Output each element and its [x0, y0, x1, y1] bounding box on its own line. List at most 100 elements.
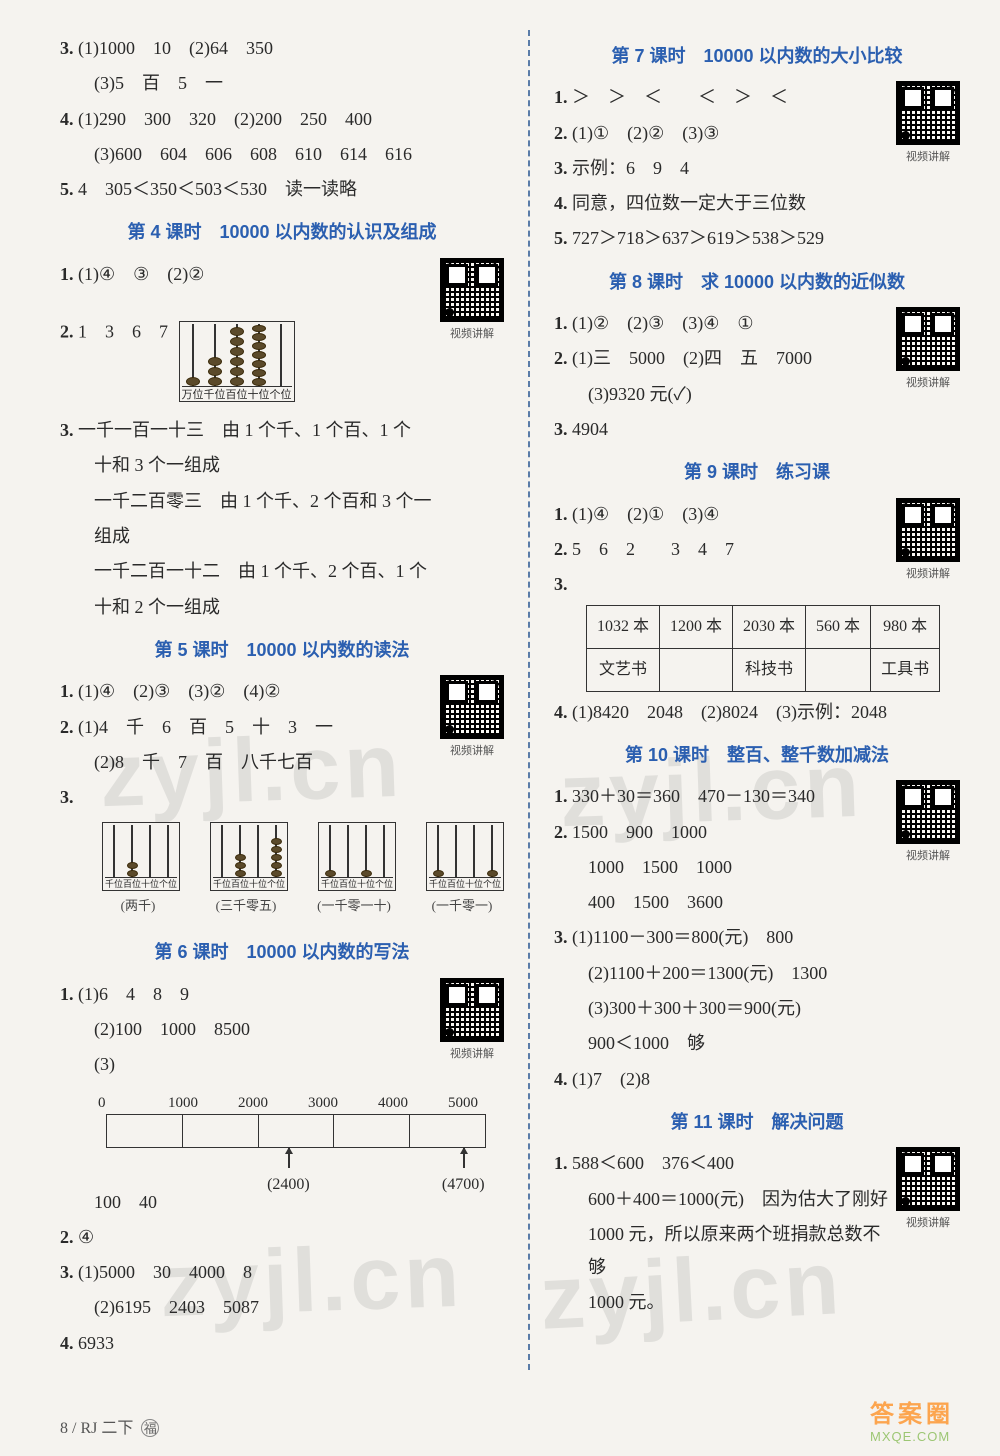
number-line-bar — [106, 1114, 486, 1148]
qr-code-icon — [896, 307, 960, 371]
qr-block: 视频讲解 — [896, 1147, 960, 1233]
answer-line: 3. — [60, 781, 504, 814]
answer-line: 十和 3 个一组成 — [60, 449, 504, 482]
answer-line: (2)1100＋200＝1300(元) 1300 — [554, 957, 960, 990]
q-number: 3. — [554, 574, 568, 594]
q-number: 1. — [60, 984, 74, 1004]
q-number: 4. — [554, 193, 568, 213]
qr-code-icon — [896, 81, 960, 145]
answer-line: (2)100 1000 8500 — [60, 1013, 504, 1046]
answer-text: 5 6 2 3 4 7 — [572, 539, 734, 559]
answer-text: 同意，四位数一定大于三位数 — [572, 193, 806, 213]
answer-text: (1)④ (2)③ (3)② (4)② — [78, 681, 281, 701]
answer-text: (1)5000 30 4000 8 — [78, 1262, 252, 1282]
answer-line: 400 1500 3600 — [554, 886, 960, 919]
q-number: 4. — [60, 1333, 74, 1353]
answer-line: 5. 727＞718＞637＞619＞538＞529 — [554, 222, 960, 255]
qr-label: 视频讲解 — [440, 741, 504, 761]
q-number: 4. — [60, 109, 74, 129]
lesson-8-title: 第 8 课时 求 10000 以内数的近似数 — [554, 266, 960, 299]
answer-line: (3)5 百 5 一 — [60, 67, 504, 100]
footer-text: 8 / RJ 二下 — [60, 1420, 133, 1437]
page-footer: 8 / RJ 二下 福 — [60, 1414, 159, 1438]
answer-line: (2)6195 2403 5087 — [60, 1291, 504, 1324]
q-number: 2. — [554, 822, 568, 842]
q-number: 3. — [554, 158, 568, 178]
answer-text: ＞ ＞ ＜ ＜ ＞ ＜ — [572, 87, 788, 107]
answer-text: (1)8420 2048 (2)8024 (3)示例：2048 — [572, 702, 887, 722]
qr-block: 视频讲解 — [440, 258, 504, 344]
answer-text: 4904 — [572, 419, 608, 439]
lesson-6-title: 第 6 课时 10000 以内数的写法 — [60, 936, 504, 969]
q-number: 4. — [554, 702, 568, 722]
column-divider — [528, 30, 530, 1370]
answer-line: 2. (1)4 千 6 百 5 十 3 一 — [60, 711, 504, 744]
answer-text: 330＋30＝360 470－130＝340 — [572, 786, 815, 806]
qr-block: 视频讲解 — [896, 307, 960, 393]
lesson-7-title: 第 7 课时 10000 以内数的大小比较 — [554, 40, 960, 73]
answer-line: 4. (1)290 300 320 (2)200 250 400 — [60, 103, 504, 136]
table-row: 文艺书科技书工具书 — [587, 649, 940, 692]
left-column: 3. (1)1000 10 (2)64 350 (3)5 百 5 一 4. (1… — [60, 30, 504, 1370]
answer-line: 4. (1)8420 2048 (2)8024 (3)示例：2048 — [554, 696, 960, 729]
qr-code-icon — [440, 978, 504, 1042]
answer-text: (1)1000 10 (2)64 350 — [78, 38, 273, 58]
qr-block: 视频讲解 — [440, 675, 504, 761]
answer-line: (2)8 千 7 百 八千七百 — [60, 746, 504, 779]
lesson-4-title: 第 4 课时 10000 以内数的认识及组成 — [60, 216, 504, 249]
qr-code-icon — [896, 498, 960, 562]
lesson-5-title: 第 5 课时 10000 以内数的读法 — [60, 634, 504, 667]
answer-text: 4 305＜350＜503＜530 读一读略 — [78, 179, 357, 199]
answer-text: 6933 — [78, 1333, 114, 1353]
books-table: 1032 本1200 本2030 本560 本980 本 文艺书科技书工具书 — [586, 605, 940, 691]
answer-text: (1)④ (2)① (3)④ — [572, 504, 719, 524]
q-number: 5. — [60, 179, 74, 199]
q-number: 1. — [554, 313, 568, 333]
q-number: 2. — [60, 322, 74, 342]
answer-line: 3. 一千一百一十三 由 1 个千、1 个百、1 个 — [60, 414, 504, 447]
corner-logo: 答案圈 MXQE.COM — [870, 1394, 990, 1446]
q-number: 1. — [554, 1153, 568, 1173]
table-row: 1032 本1200 本2030 本560 本980 本 — [587, 606, 940, 649]
q-number: 1. — [554, 504, 568, 524]
answer-line: 十和 2 个一组成 — [60, 591, 504, 624]
answer-text: 727＞718＞637＞619＞538＞529 — [572, 228, 824, 248]
q-number: 3. — [60, 787, 74, 807]
answer-text: 示例：6 9 4 — [572, 158, 689, 178]
q-number: 3. — [554, 927, 568, 947]
answer-line: 1. (1)6 4 8 9 — [60, 978, 504, 1011]
answer-text: (1)290 300 320 (2)200 250 400 — [78, 109, 372, 129]
q-number: 1. — [554, 786, 568, 806]
qr-code-icon — [896, 780, 960, 844]
answer-text: 一千一百一十三 由 1 个千、1 个百、1 个 — [78, 420, 411, 440]
number-line-diagram: 010002000300040005000 (2400)(4700) — [106, 1090, 486, 1180]
qr-label: 视频讲解 — [896, 373, 960, 393]
q-number: 3. — [554, 419, 568, 439]
qr-label: 视频讲解 — [440, 324, 504, 344]
q-number: 1. — [554, 87, 568, 107]
answer-line: 3. (1)1100－300＝800(元) 800 — [554, 921, 960, 954]
answer-line: 1. (1)④ (2)③ (3)② (4)② — [60, 675, 504, 708]
lesson-9-title: 第 9 课时 练习课 — [554, 456, 960, 489]
answer-line: 900＜1000 够 — [554, 1027, 960, 1060]
q-number: 3. — [60, 38, 74, 58]
answer-text: 1500 900 1000 — [572, 822, 707, 842]
answer-line: 3. (1)5000 30 4000 8 — [60, 1256, 504, 1289]
answer-line: 3. 4904 — [554, 413, 960, 446]
answer-line: 组成 — [60, 520, 504, 553]
q-number: 5. — [554, 228, 568, 248]
answer-text: 588＜600 376＜400 — [572, 1153, 734, 1173]
qr-block: 视频讲解 — [896, 81, 960, 167]
q-number: 3. — [60, 1262, 74, 1282]
qr-label: 视频讲解 — [896, 147, 960, 167]
q-number: 1. — [60, 264, 74, 284]
footer-badge: 福 — [141, 1419, 159, 1437]
page-root: zyjl.cn zyjl.cn zyjl.cn zyjl.cn 3. (1)10… — [0, 0, 1000, 1456]
answer-line: 4. (1)7 (2)8 — [554, 1063, 960, 1096]
answer-line: 2. 1 3 6 7 万位千位百位十位个位 — [60, 293, 504, 374]
qr-label: 视频讲解 — [896, 1213, 960, 1233]
qr-block: 视频讲解 — [896, 780, 960, 866]
qr-code-icon — [440, 258, 504, 322]
q-number: 3. — [60, 420, 74, 440]
q-number: 2. — [60, 717, 74, 737]
